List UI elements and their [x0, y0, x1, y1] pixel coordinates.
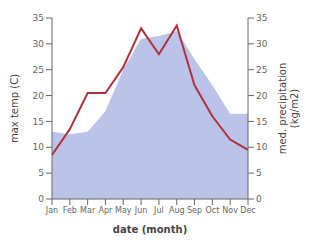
svg-text:10: 10	[256, 142, 268, 152]
svg-text:Jul: Jul	[153, 206, 164, 215]
svg-text:0: 0	[38, 194, 44, 204]
svg-text:Aug: Aug	[169, 206, 185, 215]
svg-text:Feb: Feb	[63, 206, 77, 215]
svg-text:25: 25	[256, 65, 267, 75]
svg-text:Nov: Nov	[222, 206, 238, 215]
svg-text:30: 30	[256, 39, 268, 49]
svg-text:May: May	[115, 206, 132, 215]
svg-text:Jun: Jun	[134, 206, 148, 215]
svg-text:5: 5	[256, 168, 262, 178]
svg-text:35: 35	[256, 13, 267, 23]
svg-text:Oct: Oct	[205, 206, 219, 215]
svg-text:15: 15	[33, 117, 44, 127]
svg-text:30: 30	[33, 39, 45, 49]
svg-text:20: 20	[256, 91, 268, 101]
svg-text:Apr: Apr	[99, 206, 114, 215]
svg-text:max temp (C): max temp (C)	[9, 74, 20, 143]
svg-text:Dec: Dec	[240, 206, 255, 215]
svg-text:5: 5	[38, 168, 44, 178]
svg-text:15: 15	[256, 117, 267, 127]
svg-text:Jan: Jan	[45, 206, 58, 215]
svg-text:date (month): date (month)	[113, 224, 187, 235]
svg-text:20: 20	[33, 91, 45, 101]
svg-text:25: 25	[33, 65, 44, 75]
svg-text:med. precipitation(kg/m2): med. precipitation(kg/m2)	[277, 63, 300, 155]
svg-text:10: 10	[33, 142, 45, 152]
svg-text:0: 0	[256, 194, 262, 204]
svg-text:Sep: Sep	[187, 206, 202, 215]
svg-text:35: 35	[33, 13, 44, 23]
svg-text:Mar: Mar	[80, 206, 96, 215]
